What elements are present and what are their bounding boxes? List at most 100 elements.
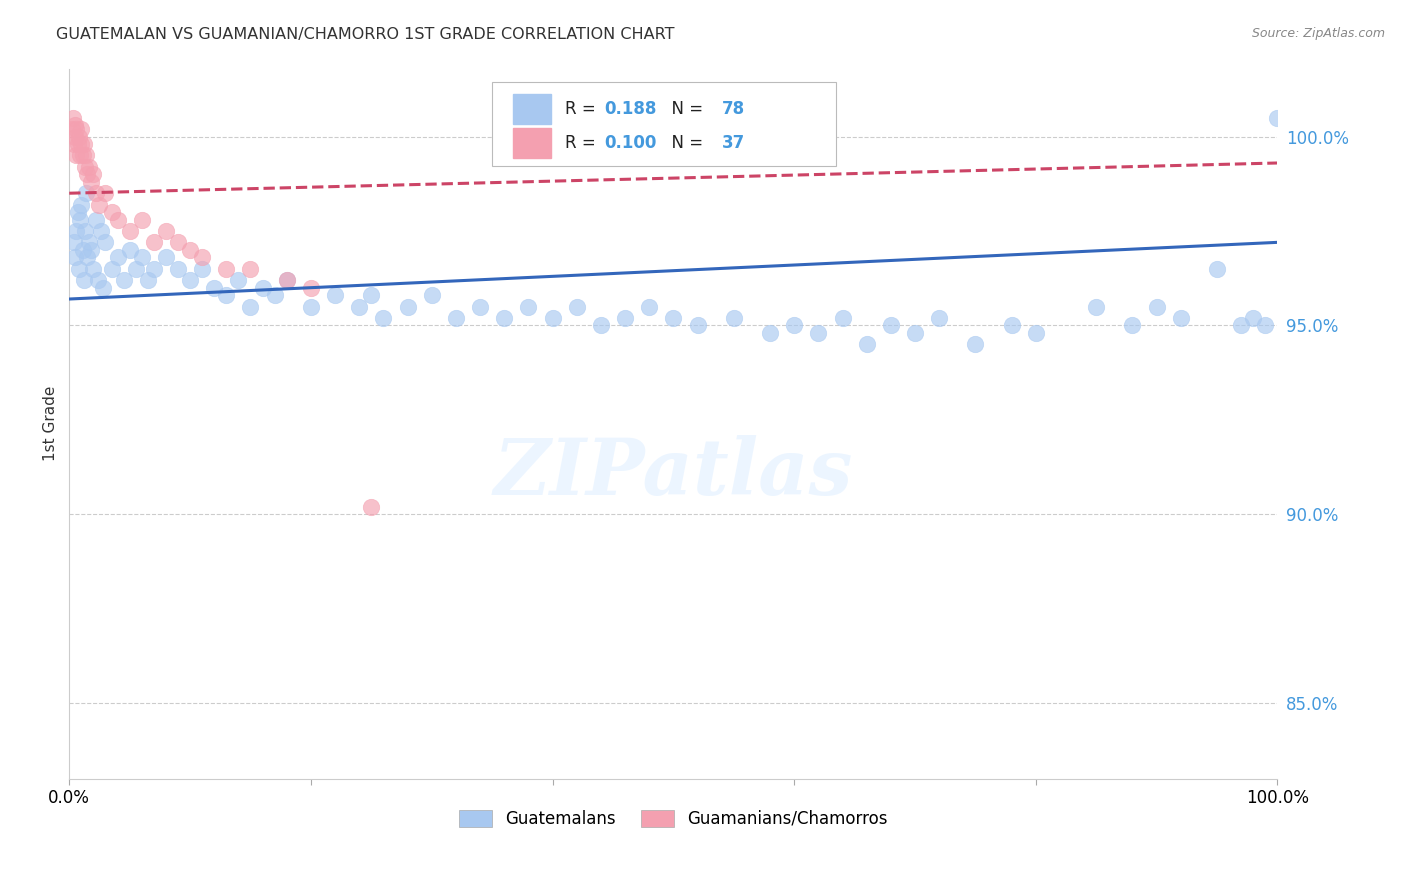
Point — [75, 148, 97, 162]
Point — [67, 129, 90, 144]
Point — [783, 318, 806, 333]
Point — [84, 186, 107, 201]
Point — [84, 212, 107, 227]
Point — [614, 310, 637, 325]
Point — [155, 251, 177, 265]
Point — [517, 300, 540, 314]
Point — [76, 251, 98, 265]
Point — [100, 261, 122, 276]
Point — [373, 310, 395, 325]
Point — [72, 243, 94, 257]
Point — [63, 137, 86, 152]
Text: ZIPatlas: ZIPatlas — [494, 435, 853, 512]
Point — [276, 273, 298, 287]
Point — [1001, 318, 1024, 333]
Point — [107, 251, 129, 265]
Point — [239, 261, 262, 276]
Point — [965, 337, 987, 351]
Point — [63, 235, 86, 250]
Point — [69, 148, 91, 162]
Point — [589, 318, 612, 333]
Point — [65, 122, 87, 136]
Point — [191, 251, 214, 265]
Point — [155, 224, 177, 238]
Point — [299, 281, 322, 295]
Point — [73, 273, 96, 287]
Text: 0.100: 0.100 — [605, 134, 657, 153]
Point — [1267, 111, 1289, 125]
Point — [360, 500, 382, 514]
Point — [1254, 318, 1277, 333]
Text: N =: N = — [661, 134, 709, 153]
Point — [80, 243, 103, 257]
Point — [831, 310, 853, 325]
Point — [67, 261, 90, 276]
Point — [82, 167, 104, 181]
Point — [807, 326, 830, 340]
Point — [107, 212, 129, 227]
Point — [444, 310, 467, 325]
Point — [60, 122, 83, 136]
Point — [62, 111, 84, 125]
Point — [72, 148, 94, 162]
Point — [396, 300, 419, 314]
Point — [118, 243, 141, 257]
Point — [73, 137, 96, 152]
Text: 78: 78 — [721, 100, 745, 118]
Point — [228, 273, 250, 287]
Point — [323, 288, 346, 302]
Point — [179, 243, 201, 257]
Point — [142, 261, 165, 276]
Point — [112, 273, 135, 287]
Point — [80, 175, 103, 189]
Point — [299, 300, 322, 314]
Point — [1206, 261, 1229, 276]
Point — [136, 273, 159, 287]
Point — [77, 160, 100, 174]
Point — [65, 224, 87, 238]
Point — [191, 261, 214, 276]
Point — [1241, 310, 1264, 325]
Point — [65, 129, 87, 144]
Text: GUATEMALAN VS GUAMANIAN/CHAMORRO 1ST GRADE CORRELATION CHART: GUATEMALAN VS GUAMANIAN/CHAMORRO 1ST GRA… — [56, 27, 675, 42]
Point — [1170, 310, 1192, 325]
Point — [77, 235, 100, 250]
Point — [70, 122, 93, 136]
Point — [1085, 300, 1108, 314]
FancyBboxPatch shape — [513, 128, 551, 158]
Point — [347, 300, 370, 314]
Point — [179, 273, 201, 287]
Point — [686, 318, 709, 333]
Text: 0.188: 0.188 — [605, 100, 657, 118]
Text: N =: N = — [661, 100, 709, 118]
Point — [76, 167, 98, 181]
Point — [494, 310, 516, 325]
Point — [167, 235, 190, 250]
Point — [202, 281, 225, 295]
Point — [82, 261, 104, 276]
Point — [855, 337, 877, 351]
FancyBboxPatch shape — [492, 82, 837, 166]
Point — [263, 288, 285, 302]
Point — [638, 300, 661, 314]
Point — [75, 186, 97, 201]
Point — [65, 148, 87, 162]
Point — [723, 310, 745, 325]
Point — [468, 300, 491, 314]
Point — [65, 251, 87, 265]
Y-axis label: 1st Grade: 1st Grade — [44, 386, 58, 461]
Point — [100, 205, 122, 219]
FancyBboxPatch shape — [513, 94, 551, 123]
Point — [1121, 318, 1143, 333]
Point — [73, 224, 96, 238]
Point — [880, 318, 903, 333]
Point — [215, 288, 238, 302]
Point — [420, 288, 443, 302]
Point — [66, 137, 89, 152]
Legend: Guatemalans, Guamanians/Chamorros: Guatemalans, Guamanians/Chamorros — [451, 803, 894, 835]
Point — [131, 251, 153, 265]
Point — [142, 235, 165, 250]
Text: R =: R = — [565, 134, 600, 153]
Text: Source: ZipAtlas.com: Source: ZipAtlas.com — [1251, 27, 1385, 40]
Point — [70, 197, 93, 211]
